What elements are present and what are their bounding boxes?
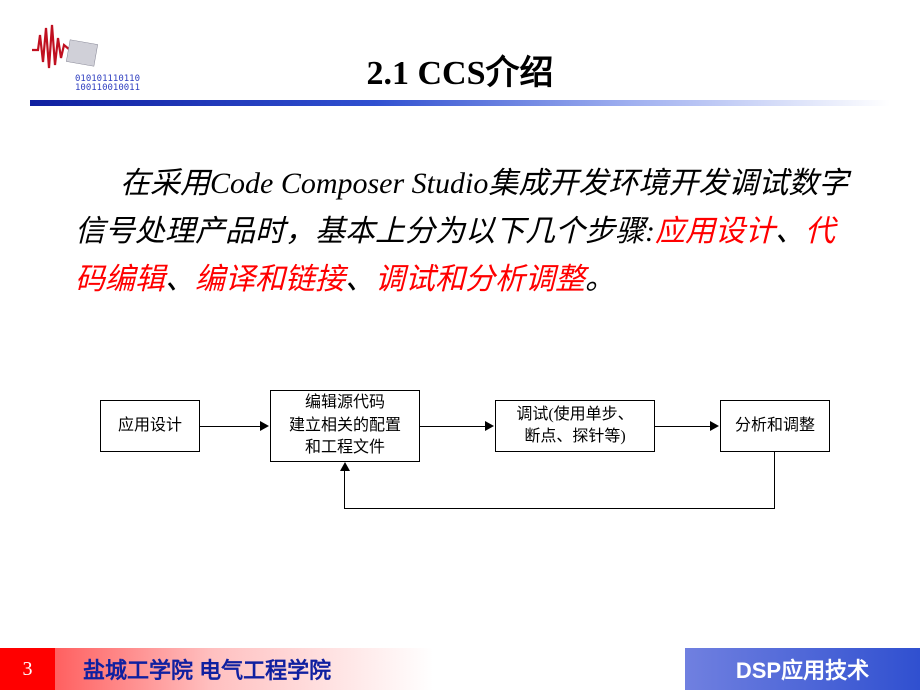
page-number: 3 [0, 648, 55, 690]
flow-node-debug: 调试(使用单步、 断点、探针等) [495, 400, 655, 452]
footer: 3 盐城工学院 电气工程学院 DSP应用技术 [0, 648, 920, 690]
para-sep3: 、 [345, 263, 375, 296]
flow-node-label: 编辑源代码 建立相关的配置 和工程文件 [289, 392, 401, 459]
footer-institution: 盐城工学院 电气工程学院 [55, 648, 685, 690]
flow-node-label: 调试(使用单步、 断点、探针等) [516, 404, 633, 449]
feedback-line-down [774, 452, 775, 508]
flow-node-analyze: 分析和调整 [720, 400, 830, 452]
title-divider [30, 100, 890, 106]
flow-arrow [655, 426, 710, 427]
arrow-head-icon [710, 421, 719, 431]
footer-course: DSP应用技术 [685, 648, 920, 690]
flow-node-edit: 编辑源代码 建立相关的配置 和工程文件 [270, 390, 420, 462]
arrow-head-icon [485, 421, 494, 431]
flow-arrow [420, 426, 485, 427]
para-sep1: 、 [775, 215, 805, 248]
flow-node-label: 分析和调整 [735, 415, 815, 437]
flow-arrow [200, 426, 260, 427]
arrow-head-up-icon [340, 462, 350, 471]
flow-node-design: 应用设计 [100, 400, 200, 452]
flowchart: 应用设计 编辑源代码 建立相关的配置 和工程文件 调试(使用单步、 断点、探针等… [100, 390, 820, 540]
body-paragraph: 在采用Code Composer Studio集成开发环境开发调试数字信号处理产… [75, 160, 855, 304]
para-tail: 。 [585, 263, 615, 296]
flow-node-label: 应用设计 [118, 415, 182, 437]
feedback-line-up [344, 470, 345, 509]
para-red3: 编译和链接 [195, 263, 345, 296]
arrow-head-icon [260, 421, 269, 431]
para-sep2: 、 [165, 263, 195, 296]
feedback-line-horiz [344, 508, 775, 509]
para-red1: 应用设计 [655, 215, 775, 248]
slide-title: 2.1 CCS介绍 [0, 45, 920, 94]
para-red4: 调试和分析调整 [375, 263, 585, 296]
